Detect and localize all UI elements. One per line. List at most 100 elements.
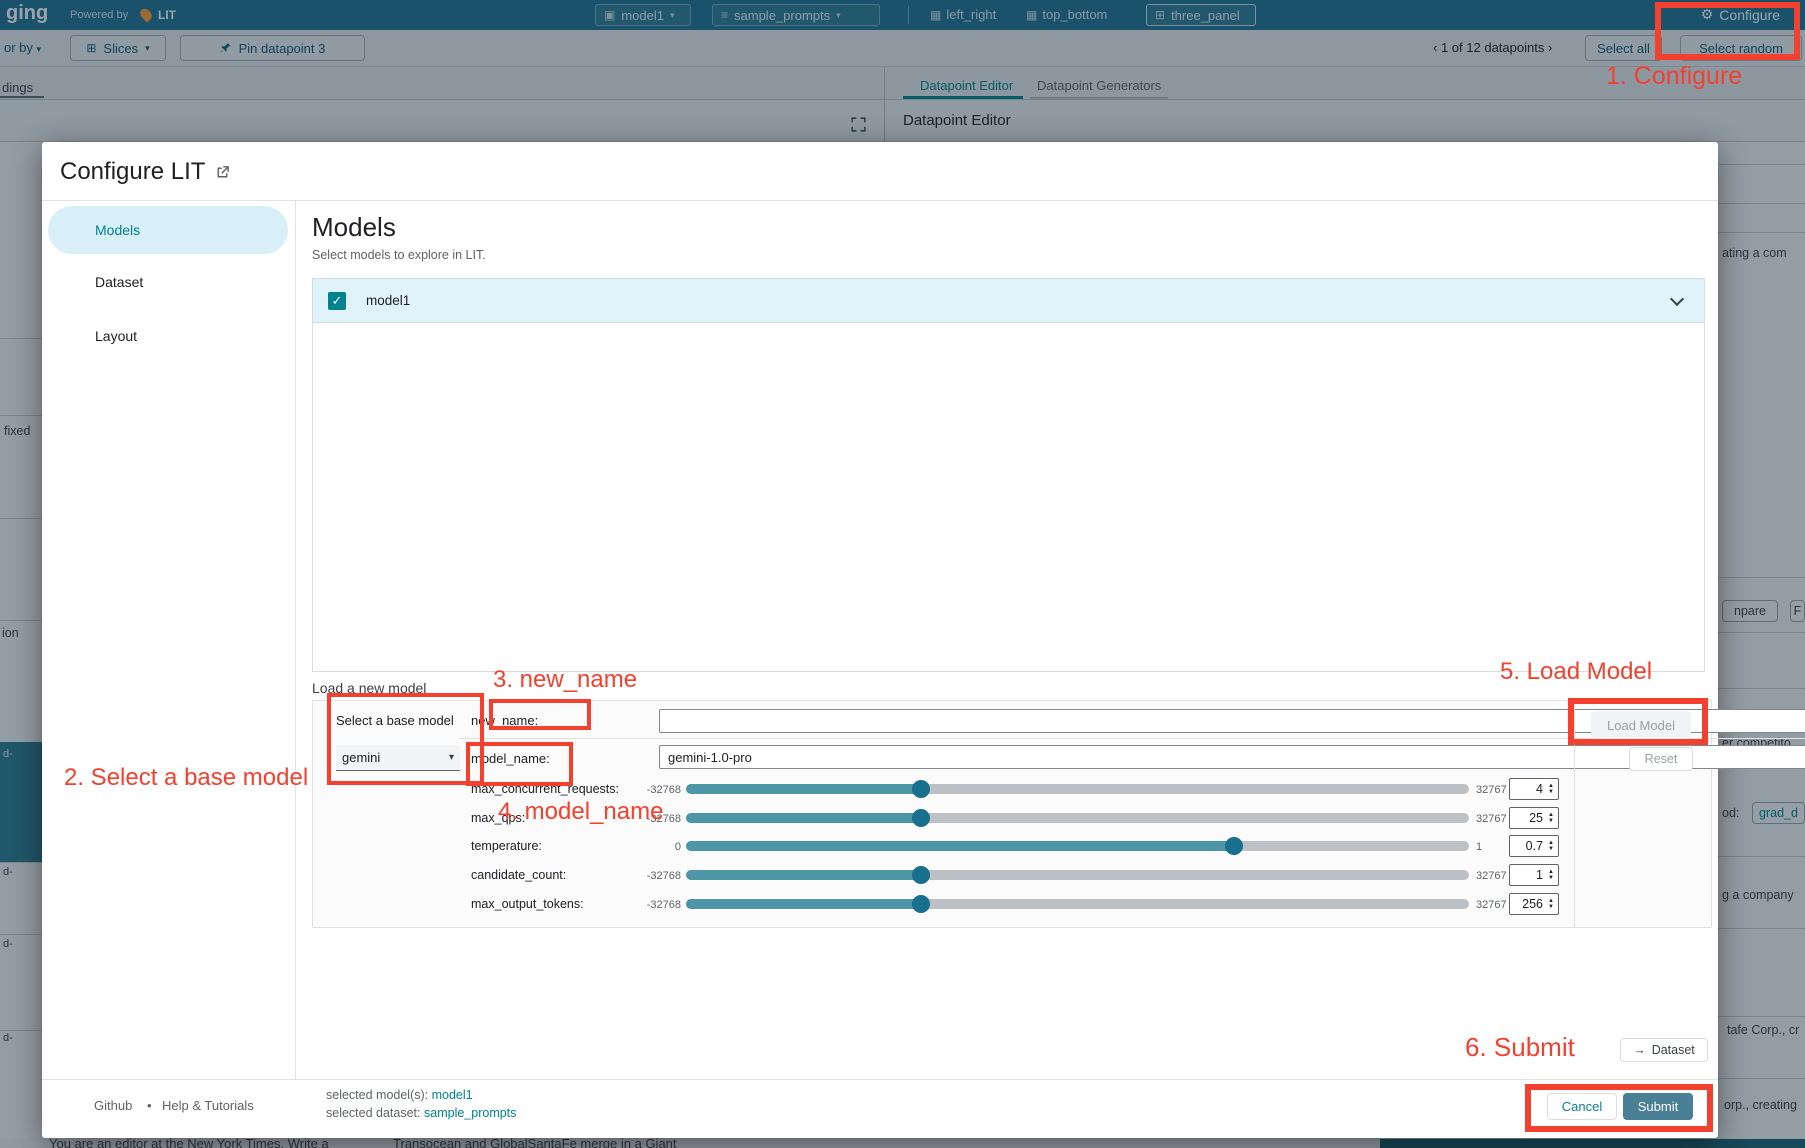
layout-three-panel[interactable]: ⊞ three_panel bbox=[1146, 4, 1256, 26]
value-spinner[interactable]: 256 ▲ ▼ bbox=[1509, 893, 1559, 915]
chevron-right-icon: › bbox=[1547, 40, 1553, 55]
layout-top-bottom[interactable]: ▦ top_bottom bbox=[1026, 7, 1108, 22]
slider-row-temperature: temperature: 0 1 0.7 ▲ ▼ bbox=[313, 833, 1573, 859]
model-row[interactable]: ✓ model1 bbox=[313, 279, 1704, 323]
annotation-1-configure: 1. Configure bbox=[1606, 62, 1743, 90]
configure-button[interactable]: ⚙ Configure bbox=[1700, 6, 1780, 23]
top-app-bar: ging Powered by LIT ▣ model1 ▾ ≡ sample_… bbox=[0, 0, 1805, 30]
nav-item-dataset[interactable]: Dataset bbox=[95, 274, 144, 290]
panel-divider bbox=[884, 67, 885, 142]
slider-track[interactable] bbox=[686, 809, 1469, 827]
gear-icon: ⚙ bbox=[1700, 6, 1714, 22]
value-spinner[interactable]: 1 ▲ ▼ bbox=[1509, 864, 1559, 886]
model-checkbox[interactable]: ✓ bbox=[328, 292, 346, 310]
help-tutorials-link[interactable]: Help & Tutorials bbox=[162, 1098, 254, 1113]
slider-track[interactable] bbox=[686, 895, 1469, 913]
submit-button[interactable]: Submit bbox=[1623, 1093, 1693, 1120]
spinner-up-icon: ▲ bbox=[1548, 783, 1554, 789]
selected-dataset-value[interactable]: sample_prompts bbox=[424, 1106, 517, 1120]
slider-row-candidate-count: candidate_count: -32768 32767 1 ▲ ▼ bbox=[313, 862, 1573, 888]
tab-datapoint-editor[interactable]: Datapoint Editor bbox=[920, 78, 1014, 93]
module-tab-row: dings Datapoint Editor Datapoint Generat… bbox=[0, 67, 1805, 100]
datapoint-pagination[interactable]: ‹ 1 of 12 datapoints › bbox=[1433, 40, 1553, 55]
pin-datapoint-button[interactable]: Pin datapoint 3 bbox=[180, 35, 365, 61]
grid-icon: ▦ bbox=[930, 7, 942, 22]
bottom-row: You are an editor at the New York Times.… bbox=[0, 1138, 1805, 1148]
header-divider bbox=[42, 200, 1718, 201]
model-icon: ▣ bbox=[604, 8, 616, 22]
slider-track[interactable] bbox=[686, 866, 1469, 884]
nav-item-models[interactable]: Models bbox=[95, 222, 141, 238]
slider-thumb[interactable] bbox=[911, 895, 930, 913]
dataset-shortcut-button[interactable]: → Dataset bbox=[1620, 1038, 1708, 1062]
cancel-button[interactable]: Cancel bbox=[1547, 1093, 1617, 1120]
form-divider bbox=[1574, 701, 1575, 927]
selected-table-row[interactable]: d- bbox=[0, 742, 42, 862]
spinner-up-icon: ▲ bbox=[1548, 869, 1554, 875]
slider-thumb[interactable] bbox=[911, 809, 930, 827]
annotation-5-load-model: 5. Load Model bbox=[1500, 658, 1653, 685]
panel-header-row: Datapoint Editor bbox=[0, 100, 1805, 142]
reset-button[interactable]: Reset bbox=[1629, 747, 1693, 771]
color-by-label[interactable]: or by ▾ bbox=[4, 40, 42, 55]
select-all-button[interactable]: Select all bbox=[1585, 35, 1662, 61]
grad-chip[interactable]: grad_d bbox=[1752, 802, 1805, 824]
value-spinner[interactable]: 4 ▲ ▼ bbox=[1509, 778, 1559, 800]
selected-model-line: selected model(s): model1 bbox=[326, 1088, 473, 1102]
slider-thumb[interactable] bbox=[1225, 837, 1244, 855]
lit-label: LIT bbox=[158, 8, 176, 22]
left-tab-underline bbox=[0, 96, 44, 98]
expand-icon[interactable] bbox=[850, 116, 867, 133]
base-model-label: Select a base model bbox=[336, 713, 454, 728]
selected-dataset-line: selected dataset: sample_prompts bbox=[326, 1106, 517, 1120]
slider-thumb[interactable] bbox=[911, 866, 930, 884]
compare-button-partial[interactable]: npare bbox=[1722, 600, 1778, 622]
caret-down-icon: ▾ bbox=[145, 42, 150, 53]
value-spinner[interactable]: 25 ▲ ▼ bbox=[1509, 807, 1559, 829]
annotation-2-base-model: 2. Select a base model bbox=[64, 764, 309, 791]
pin-icon bbox=[220, 43, 231, 53]
right-fragment: orp., creating bbox=[1724, 1098, 1797, 1112]
slider-row-max-qps: max_qps: -32768 32767 25 ▲ ▼ bbox=[313, 805, 1573, 831]
slider-track[interactable] bbox=[686, 780, 1469, 798]
caret-down-icon: ▾ bbox=[836, 9, 841, 20]
selected-model-value[interactable]: model1 bbox=[431, 1088, 473, 1102]
nav-item-layout[interactable]: Layout bbox=[95, 328, 138, 344]
external-link-icon[interactable] bbox=[214, 164, 231, 181]
annotation-box-model-name bbox=[466, 742, 573, 786]
load-new-model-title: Load a new model bbox=[312, 680, 427, 696]
base-model-select[interactable]: gemini ▾ bbox=[336, 745, 460, 771]
github-link[interactable]: Github bbox=[94, 1098, 133, 1113]
model-selector-chip[interactable]: ▣ model1 ▾ bbox=[595, 4, 691, 26]
left-module-tab-partial[interactable]: dings bbox=[2, 80, 34, 95]
model-name-input[interactable] bbox=[659, 745, 1805, 769]
right-fragment: tafe Corp., cr bbox=[1727, 1023, 1800, 1037]
sidebar-divider bbox=[295, 200, 296, 1079]
bottom-dark-bar bbox=[1380, 1139, 1805, 1148]
footer-divider bbox=[42, 1079, 1718, 1080]
slices-button[interactable]: ⊞ Slices ▾ bbox=[70, 35, 166, 61]
nav-models-pill bbox=[48, 206, 288, 254]
grid-icon: ⊞ bbox=[86, 41, 97, 55]
annotation-box-submit bbox=[1525, 1084, 1713, 1132]
layout-left-right[interactable]: ▦ left_right bbox=[930, 7, 997, 22]
caret-down-icon: ▾ bbox=[36, 44, 42, 54]
caret-down-icon: ▾ bbox=[448, 752, 454, 763]
load-model-button[interactable]: Load Model bbox=[1591, 711, 1691, 739]
slider-track[interactable] bbox=[686, 837, 1469, 855]
spinner-down-icon: ▼ bbox=[1548, 875, 1554, 881]
chevron-down-icon[interactable] bbox=[1669, 291, 1685, 307]
model-row-label: model1 bbox=[366, 293, 411, 308]
slider-thumb[interactable] bbox=[911, 780, 930, 798]
value-spinner[interactable]: 0.7 ▲ ▼ bbox=[1509, 835, 1559, 857]
dataset-selector-chip[interactable]: ≡ sample_prompts ▾ bbox=[712, 4, 880, 26]
bottom-fragment-mid: Transocean and GlobalSantaFe merge in a … bbox=[393, 1138, 677, 1148]
right-fragment: od: bbox=[1722, 806, 1740, 820]
tab-datapoint-generators[interactable]: Datapoint Generators bbox=[1037, 78, 1162, 93]
bottom-fragment-left: You are an editor at the New York Times.… bbox=[49, 1138, 329, 1148]
new-name-label: new_name: bbox=[471, 713, 539, 728]
models-list-panel: ✓ model1 bbox=[312, 278, 1705, 672]
slider-row-max-output-tokens: max_output_tokens: -32768 32767 256 ▲ ▼ bbox=[313, 891, 1573, 917]
models-subheading: Select models to explore in LIT. bbox=[312, 248, 486, 262]
annotation-box-load-model bbox=[1568, 698, 1708, 745]
